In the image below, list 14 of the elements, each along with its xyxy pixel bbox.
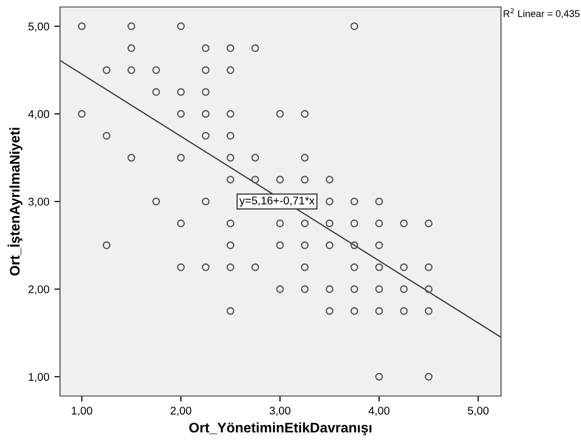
y-tick-label: 1,00 (28, 372, 50, 382)
y-tick-label: 2,00 (28, 285, 50, 295)
y-axis-title: Ort_İştenAyrılmaNiyeti (8, 128, 22, 276)
x-tick-label: 2,00 (170, 406, 192, 416)
x-axis-title: Ort_YönetiminEtikDavranışı (189, 422, 372, 436)
text: R$^{2}$ Linear = 0,435 (504, 8, 580, 18)
annotation: y=5,16+-0,71*x (239, 196, 315, 207)
y-tick-label: 3,00 (28, 198, 50, 207)
y-tick-label: 4,00 (28, 110, 50, 120)
y-tick-label: 5,00 (28, 22, 50, 32)
x-tick-label: 5,00 (468, 406, 489, 416)
x-tick-label: 3,00 (270, 406, 290, 416)
x-tick-label: 1,00 (72, 406, 92, 416)
x-tick-label: 4,00 (368, 406, 390, 416)
